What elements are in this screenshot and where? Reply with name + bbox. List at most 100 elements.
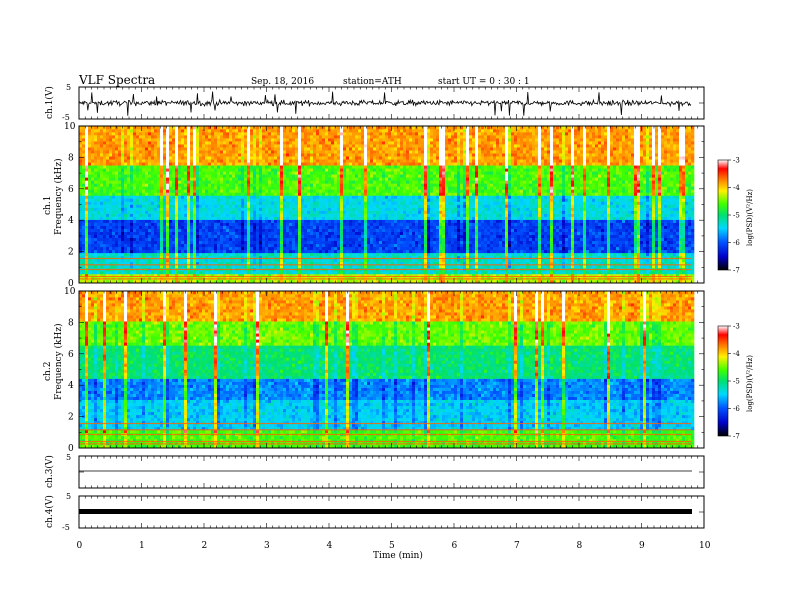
spectrogram-cell: [136, 219, 140, 223]
spectrogram-cell: [676, 273, 680, 278]
spectrogram-cell: [349, 234, 353, 239]
spectrogram-cell: [628, 249, 632, 254]
spectrogram-cell: [562, 249, 566, 254]
spectrogram-cell: [85, 273, 89, 278]
spectrogram-cell: [607, 237, 611, 242]
spectrogram-cell: [370, 228, 374, 232]
spectrogram-cell: [637, 240, 641, 245]
spectrogram-cell: [100, 270, 104, 275]
spectrogram-cell: [439, 219, 443, 223]
spectrogram-cell: [151, 213, 155, 217]
spectrogram-cell: [424, 279, 428, 284]
spectrogram-cell: [151, 258, 155, 263]
spectrogram-cell: [448, 231, 452, 235]
spectrogram-cell: [148, 210, 152, 214]
spectrogram-cell: [88, 240, 92, 245]
spectrogram-cell: [394, 213, 398, 217]
spectrogram-cell: [664, 252, 668, 257]
spectrogram-cell: [691, 216, 695, 220]
spectrogram-cell: [493, 246, 497, 251]
spectrogram-cell: [97, 237, 101, 242]
spectrogram-cell: [601, 261, 605, 266]
spectrogram-cell: [424, 231, 428, 235]
spectrogram-cell: [355, 225, 359, 229]
spectrogram-cell: [325, 246, 329, 251]
spectrogram-cell: [313, 213, 317, 217]
spectrogram-cell: [112, 273, 116, 278]
spectrogram-cell: [508, 264, 512, 269]
spectrogram-cell: [607, 240, 611, 245]
spectrogram-cell: [271, 273, 275, 278]
spectrogram-cell: [322, 237, 326, 242]
spectrogram-cell: [481, 279, 485, 284]
spectrogram-cell: [274, 279, 278, 284]
spectrogram-cell: [358, 234, 362, 239]
spectrogram-cell: [601, 240, 605, 245]
spectrogram-cell: [265, 222, 269, 226]
spectrogram-cell: [328, 222, 332, 226]
spectrogram-cell: [139, 249, 143, 254]
spectrogram-cell: [148, 216, 152, 220]
spectrogram-cell: [337, 252, 341, 257]
spectrogram-cell: [634, 213, 638, 217]
spectrogram-cell: [256, 225, 260, 229]
spectrogram-cell: [253, 249, 257, 254]
spectrogram-cell: [85, 228, 89, 232]
spectrogram-cell: [442, 219, 446, 223]
spectrogram-cell: [562, 216, 566, 220]
spectrogram-cell: [661, 273, 665, 278]
spectrogram-cell: [94, 258, 98, 263]
spectrogram-cell: [679, 225, 683, 229]
spectrogram-cell: [319, 234, 323, 239]
spectrogram-cell: [577, 258, 581, 263]
spectrogram-cell: [520, 246, 524, 251]
spectrogram-cell: [310, 225, 314, 229]
spectrogram-cell: [193, 246, 197, 251]
spectrogram-cell: [550, 252, 554, 257]
spectrogram-cell: [484, 216, 488, 220]
spectrogram-cell: [151, 231, 155, 235]
spectrogram-cell: [553, 234, 557, 239]
spectrogram-cell: [121, 216, 125, 220]
spectrogram-cell: [628, 219, 632, 223]
spectrogram-cell: [139, 261, 143, 266]
spectrogram-cell: [544, 255, 548, 260]
spectrogram-cell: [622, 249, 626, 254]
spectrogram-cell: [259, 216, 263, 220]
spectrogram-cell: [565, 234, 569, 239]
spectrogram-cell: [526, 243, 530, 248]
spectrogram-cell: [517, 270, 521, 275]
spectrogram-cell: [484, 255, 488, 260]
spectrogram-cell: [463, 261, 467, 266]
spectrogram-cell: [658, 222, 662, 226]
spectrogram-cell: [238, 255, 242, 260]
spectrogram-cell: [112, 240, 116, 245]
spectrogram-cell: [100, 222, 104, 226]
spectrogram-cell: [646, 231, 650, 235]
spectrogram-cell: [151, 210, 155, 214]
spectrogram-cell: [682, 225, 686, 229]
spectrogram-cell: [181, 225, 185, 229]
spectrogram-cell: [463, 243, 467, 248]
spectrogram-cell: [394, 237, 398, 242]
spectrogram-cell: [94, 213, 98, 217]
spectrogram-cell: [316, 237, 320, 242]
spectrogram-cell: [676, 264, 680, 269]
spectrogram-cell: [622, 219, 626, 223]
spectrogram-cell: [151, 279, 155, 284]
spectrogram-cell: [520, 231, 524, 235]
spectrogram-cell: [367, 270, 371, 275]
spectrogram-cell: [373, 264, 377, 269]
spectrogram-cell: [439, 240, 443, 245]
spectrogram-cell: [97, 213, 101, 217]
spectrogram-cell: [346, 237, 350, 242]
spectrogram-cell: [340, 270, 344, 275]
spectrogram-cell: [121, 234, 125, 239]
spectrogram-cell: [151, 222, 155, 226]
spectrogram-cell: [283, 231, 287, 235]
spectrogram-cell: [397, 270, 401, 275]
spectrogram-cell: [364, 279, 368, 284]
spectrogram-cell: [391, 228, 395, 232]
spectrogram-cell: [679, 240, 683, 245]
spectrogram-cell: [406, 264, 410, 269]
